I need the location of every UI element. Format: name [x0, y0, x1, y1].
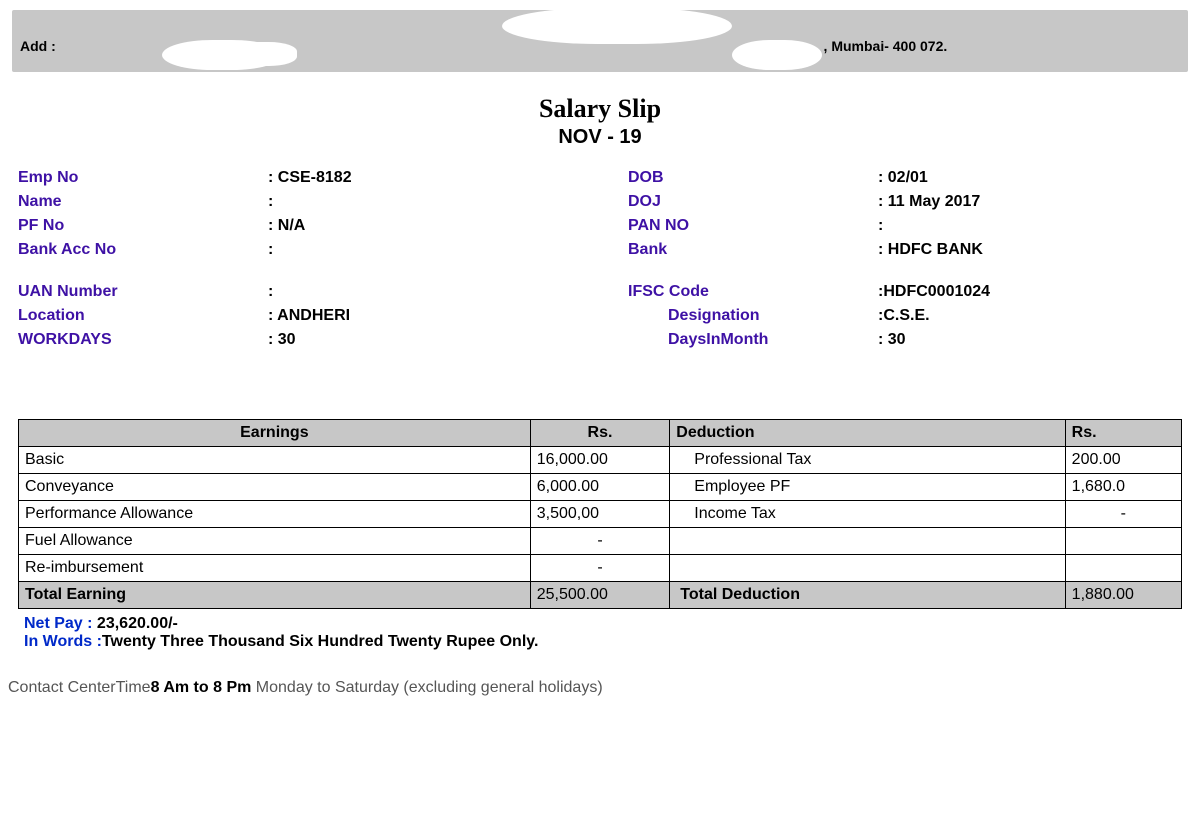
salary-table: Earnings Rs. Deduction Rs. Basic 16,000.…: [18, 419, 1182, 609]
deduction-name: Employee PF: [670, 474, 1065, 501]
total-deduction-label: Total Deduction: [670, 582, 1065, 609]
total-deduction-value: 1,880.00: [1065, 582, 1181, 609]
emp-no-value: : CSE-8182: [268, 169, 628, 187]
total-earning-label: Total Earning: [19, 582, 531, 609]
address-bar: Add : , Mumbai- 400 072.: [12, 10, 1188, 72]
dob-value: : 02/01: [878, 169, 1182, 187]
emp-no-label: Emp No: [18, 169, 268, 187]
contact-part4: Monday to Saturday (excluding general ho…: [251, 679, 602, 696]
table-row: Re-imbursement -: [19, 555, 1182, 582]
deduction-name: Income Tax: [670, 501, 1065, 528]
deduction-name: [670, 528, 1065, 555]
page-title: Salary Slip: [0, 94, 1200, 124]
deduction-header: Deduction: [670, 420, 1065, 447]
rs1-header: Rs.: [530, 420, 670, 447]
doj-label: DOJ: [628, 193, 878, 211]
total-earning-value: 25,500.00: [530, 582, 670, 609]
pan-value: :: [878, 217, 1182, 235]
table-total-row: Total Earning 25,500.00 Total Deduction …: [19, 582, 1182, 609]
earning-name: Fuel Allowance: [19, 528, 531, 555]
earning-value: -: [530, 528, 670, 555]
name-label: Name: [18, 193, 268, 211]
bank-acc-label: Bank Acc No: [18, 241, 268, 259]
rs2-header: Rs.: [1065, 420, 1181, 447]
employee-info: Emp No : CSE-8182 DOB : 02/01 Name : DOJ…: [0, 169, 1200, 349]
address-suffix: , Mumbai- 400 072.: [824, 38, 948, 54]
daysinmonth-label: DaysInMonth: [628, 331, 878, 349]
table-row: Fuel Allowance -: [19, 528, 1182, 555]
doj-value: : 11 May 2017: [878, 193, 1182, 211]
location-value: : ANDHERI: [268, 307, 628, 325]
workdays-label: WORKDAYS: [18, 331, 268, 349]
pf-no-label: PF No: [18, 217, 268, 235]
earning-name: Basic: [19, 447, 531, 474]
uan-value: :: [268, 283, 628, 301]
earnings-header: Earnings: [19, 420, 531, 447]
designation-label: Designation: [628, 307, 878, 325]
period: NOV - 19: [0, 126, 1200, 149]
bank-value: : HDFC BANK: [878, 241, 1182, 259]
inwords-value: Twenty Three Thousand Six Hundred Twenty…: [102, 633, 539, 650]
earning-value: 3,500,00: [530, 501, 670, 528]
deduction-value: 1,680.0: [1065, 474, 1181, 501]
workdays-value: : 30: [268, 331, 628, 349]
deduction-name: [670, 555, 1065, 582]
table-row: Performance Allowance 3,500,00 Income Ta…: [19, 501, 1182, 528]
inwords-label: In Words :: [24, 633, 102, 650]
address-prefix: Add :: [20, 38, 56, 54]
salary-table-wrap: Earnings Rs. Deduction Rs. Basic 16,000.…: [0, 419, 1200, 609]
earning-name: Performance Allowance: [19, 501, 531, 528]
earning-value: 16,000.00: [530, 447, 670, 474]
ifsc-value: :HDFC0001024: [878, 283, 1182, 301]
netpay-block: Net Pay : 23,620.00/- In Words :Twenty T…: [0, 609, 1200, 651]
earning-name: Conveyance: [19, 474, 531, 501]
table-row: Basic 16,000.00 Professional Tax 200.00: [19, 447, 1182, 474]
dob-label: DOB: [628, 169, 878, 187]
pf-no-value: : N/A: [268, 217, 628, 235]
contact-part1: Contact Center: [8, 679, 116, 696]
pan-label: PAN NO: [628, 217, 878, 235]
contact-part2: Time: [116, 679, 151, 696]
deduction-value: [1065, 555, 1181, 582]
deduction-value: 200.00: [1065, 447, 1181, 474]
bank-acc-value: :: [268, 241, 628, 259]
ifsc-label: IFSC Code: [628, 283, 878, 301]
contact-line: Contact CenterTime8 Am to 8 Pm Monday to…: [0, 651, 1200, 697]
earning-value: -: [530, 555, 670, 582]
deduction-value: [1065, 528, 1181, 555]
uan-label: UAN Number: [18, 283, 268, 301]
contact-part3: 8 Am to 8 Pm: [151, 679, 252, 696]
netpay-value: 23,620.00/-: [97, 615, 178, 632]
netpay-label: Net Pay :: [24, 615, 92, 632]
name-value: :: [268, 193, 628, 211]
location-label: Location: [18, 307, 268, 325]
title-block: Salary Slip NOV - 19: [0, 94, 1200, 149]
daysinmonth-value: : 30: [878, 331, 1182, 349]
table-row: Conveyance 6,000.00 Employee PF 1,680.0: [19, 474, 1182, 501]
earning-value: 6,000.00: [530, 474, 670, 501]
deduction-name: Professional Tax: [670, 447, 1065, 474]
earning-name: Re-imbursement: [19, 555, 531, 582]
deduction-value: -: [1065, 501, 1181, 528]
table-header-row: Earnings Rs. Deduction Rs.: [19, 420, 1182, 447]
bank-label: Bank: [628, 241, 878, 259]
designation-value: :C.S.E.: [878, 307, 1182, 325]
